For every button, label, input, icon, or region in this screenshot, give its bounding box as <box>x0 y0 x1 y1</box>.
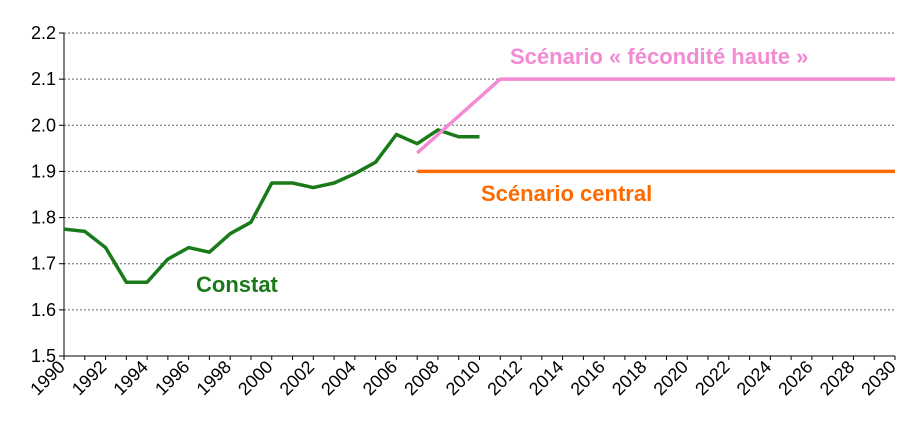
x-tick-label-4: 1998 <box>193 357 235 399</box>
x-tick-label-13: 2016 <box>567 357 609 399</box>
x-tick-label-19: 2028 <box>816 357 858 399</box>
x-tick-label-12: 2014 <box>525 357 567 399</box>
y-tick-label-4: 1.9 <box>31 161 56 181</box>
x-tick-label-9: 2008 <box>400 357 442 399</box>
x-tick-label-8: 2006 <box>359 357 401 399</box>
y-tick-label-0: 1.5 <box>31 346 56 366</box>
x-tick-label-7: 2004 <box>317 357 359 399</box>
y-tick-labels: 1.5 1.6 1.7 1.8 1.9 2.0 2.1 2.2 <box>31 23 56 366</box>
x-tick-label-11: 2012 <box>483 357 525 399</box>
x-tick-label-1: 1992 <box>68 357 110 399</box>
series-label-scenario-central: Scénario central <box>481 181 652 206</box>
y-tick-label-5: 2.0 <box>31 115 56 135</box>
x-tick-label-2: 1994 <box>109 357 151 399</box>
series-label-constat: Constat <box>196 272 279 297</box>
series-line-0 <box>63 128 480 284</box>
axes <box>59 32 896 360</box>
y-tick-label-1: 1.6 <box>31 300 56 320</box>
x-tick-label-17: 2024 <box>733 357 775 399</box>
series-line-1 <box>416 77 895 155</box>
x-tick-labels: 1990 1992 1994 1996 1998 2000 2002 2004 2006 2008… <box>26 357 899 399</box>
x-tick-label-16: 2022 <box>691 357 733 399</box>
y-tick-label-3: 1.8 <box>31 208 56 228</box>
y-tick-label-6: 2.1 <box>31 69 56 89</box>
x-tick-label-15: 2020 <box>650 357 692 399</box>
x-tick-label-18: 2026 <box>774 357 816 399</box>
x-tick-label-5: 2000 <box>234 357 276 399</box>
y-tick-label-2: 1.7 <box>31 254 56 274</box>
x-tick-label-14: 2018 <box>608 357 650 399</box>
x-tick-label-20: 2030 <box>857 357 899 399</box>
x-tick-label-6: 2002 <box>276 357 318 399</box>
x-tick-label-10: 2010 <box>442 357 484 399</box>
series-lines <box>63 77 895 284</box>
y-tick-label-7: 2.2 <box>31 23 56 43</box>
series-label-fecondite-haute: Scénario « fécondité haute » <box>510 44 808 69</box>
x-tick-label-3: 1996 <box>151 357 193 399</box>
